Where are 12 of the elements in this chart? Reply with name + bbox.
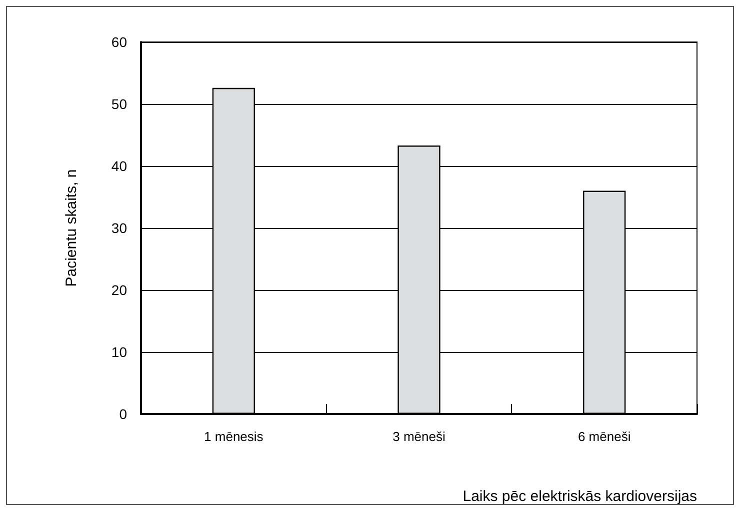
y-axis-title: Pacientu skaits, n (63, 169, 80, 287)
y-tick-label: 40 (111, 158, 128, 174)
y-tick-label: 30 (111, 220, 128, 236)
x-axis-title: Laiks pēc elektriskās kardioversijas (462, 488, 697, 505)
y-tick-label: 0 (119, 406, 128, 422)
y-tick-label: 10 (111, 344, 128, 360)
x-tick-label: 6 mēneši (578, 429, 631, 444)
y-tick-label: 20 (111, 282, 128, 298)
x-tick-label: 1 mēnesis (204, 429, 264, 444)
x-tick-label: 3 mēneši (392, 429, 446, 444)
y-tick-label: 60 (111, 34, 128, 50)
y-tick-label: 50 (111, 96, 128, 112)
